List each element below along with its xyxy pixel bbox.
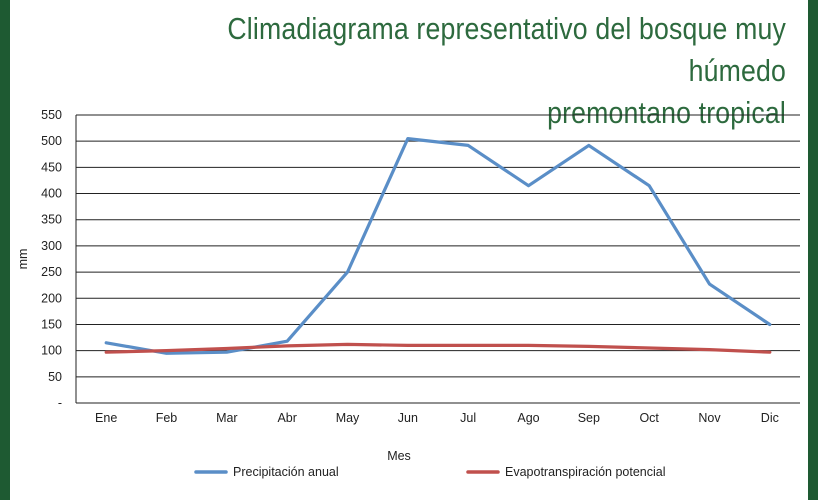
chart-title-line-1: Climadiagrama representativo del bosque … [227, 11, 786, 88]
x-tick-label: Jul [460, 411, 476, 425]
data-point [285, 344, 289, 348]
data-point [285, 340, 289, 343]
y-tick-label: - [58, 396, 62, 410]
y-tick-label: 300 [41, 239, 62, 253]
data-point [346, 270, 349, 274]
x-tick-label: May [336, 411, 360, 425]
data-point [587, 345, 591, 348]
data-point [406, 344, 410, 347]
y-tick-label: 450 [41, 160, 62, 174]
y-tick-label: 550 [41, 108, 62, 122]
legend-label: Precipitación anual [233, 465, 339, 479]
y-tick-label: 250 [41, 265, 62, 279]
data-point [225, 347, 229, 350]
data-point [768, 351, 772, 354]
chart-title: Climadiagrama representativo del bosque … [132, 8, 786, 134]
chart-title-line-2: premontano tropical [547, 95, 786, 130]
x-axis-label: Mes [387, 449, 411, 463]
data-point [768, 323, 772, 326]
x-tick-label: Mar [216, 411, 238, 425]
y-tick-label: 100 [41, 344, 62, 358]
data-point [647, 346, 651, 350]
data-point [104, 351, 108, 354]
x-tick-label: Sep [578, 411, 600, 425]
data-point [165, 349, 168, 352]
data-point [346, 343, 349, 346]
x-tick-label: Nov [698, 411, 721, 425]
x-tick-label: Abr [277, 411, 296, 425]
data-point [165, 352, 168, 355]
y-tick-label: 150 [41, 317, 62, 331]
data-point [708, 348, 711, 351]
chart-panel: Climadiagrama representativo del bosque … [10, 0, 808, 500]
x-tick-label: Dic [761, 411, 779, 425]
data-point [104, 341, 108, 344]
y-tick-label: 350 [41, 213, 62, 227]
data-point [527, 184, 530, 187]
data-point [708, 282, 711, 286]
data-point [647, 184, 651, 187]
legend-label: Evapotranspiración potencial [505, 465, 666, 479]
data-point [527, 344, 530, 347]
y-tick-label: 400 [41, 187, 62, 201]
x-tick-label: Ago [517, 411, 539, 425]
y-axis-label: mm [16, 249, 30, 270]
y-tick-label: 50 [48, 370, 62, 384]
series-line-1 [104, 137, 772, 355]
x-tick-label: Jun [398, 411, 418, 425]
y-tick-label: 500 [41, 134, 62, 148]
data-point [406, 137, 410, 140]
x-tick-label: Oct [639, 411, 659, 425]
data-point [466, 344, 470, 347]
data-point [587, 144, 591, 147]
data-point [225, 351, 229, 354]
data-point [466, 144, 470, 147]
y-tick-label: 200 [41, 291, 62, 305]
x-tick-label: Ene [95, 411, 117, 425]
series-line-2 [104, 342, 772, 354]
x-tick-label: Feb [156, 411, 178, 425]
